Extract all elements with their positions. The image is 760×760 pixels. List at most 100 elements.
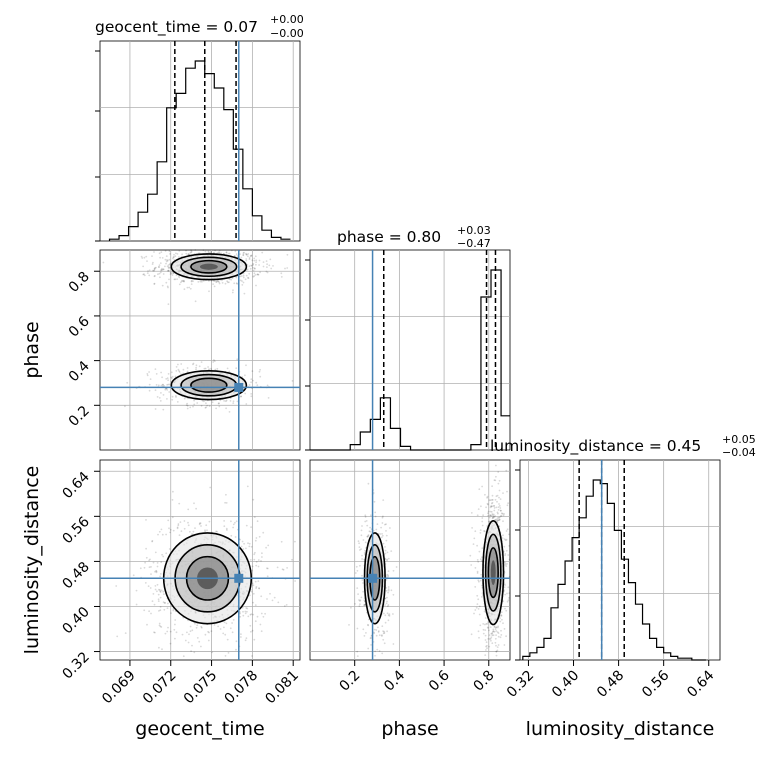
sample-point xyxy=(369,530,372,533)
sample-point xyxy=(174,637,176,640)
sample-point xyxy=(147,585,150,588)
sample-point xyxy=(169,262,172,265)
title-main: luminosity_distance = 0.45 xyxy=(490,437,701,456)
sample-point xyxy=(378,650,381,652)
sample-point xyxy=(502,534,504,537)
sample-point xyxy=(485,641,488,644)
sample-point xyxy=(245,364,247,367)
sample-point xyxy=(486,647,488,650)
sample-point xyxy=(255,259,258,262)
sample-point xyxy=(195,507,198,510)
sample-point xyxy=(386,596,388,599)
sample-point xyxy=(164,632,167,635)
sample-point xyxy=(503,513,505,515)
sample-point xyxy=(477,560,480,563)
sample-point xyxy=(228,411,231,413)
sample-point xyxy=(168,527,170,530)
sample-point xyxy=(178,276,181,279)
sample-point xyxy=(226,367,229,370)
sample-point xyxy=(377,630,380,632)
sample-point xyxy=(487,638,490,640)
sample-point xyxy=(489,514,492,517)
sample-point xyxy=(386,612,389,615)
sample-point xyxy=(182,655,185,658)
sample-point xyxy=(244,278,247,281)
sample-point xyxy=(378,634,381,637)
sample-point xyxy=(167,269,169,272)
sample-point xyxy=(392,593,395,596)
sample-point xyxy=(168,250,171,253)
sample-point xyxy=(487,514,489,517)
sample-point xyxy=(171,395,174,398)
sample-point xyxy=(232,289,234,292)
sample-point xyxy=(387,557,390,560)
sample-point xyxy=(480,573,483,576)
sample-point xyxy=(482,514,484,517)
sample-point xyxy=(499,507,502,509)
sample-point xyxy=(169,263,172,266)
sample-point xyxy=(251,629,254,632)
sample-point xyxy=(247,253,250,255)
sample-point xyxy=(193,651,196,654)
sample-point xyxy=(208,631,210,634)
sample-point xyxy=(166,265,169,268)
sample-point xyxy=(183,520,186,522)
sample-point xyxy=(227,652,230,654)
sample-point xyxy=(375,629,378,631)
sample-point xyxy=(173,253,175,256)
sample-point xyxy=(255,537,258,539)
sample-point xyxy=(147,270,149,272)
sample-point xyxy=(144,582,147,584)
sample-point xyxy=(162,273,165,275)
sample-point xyxy=(157,600,160,602)
sample-point xyxy=(189,625,192,628)
sample-point xyxy=(162,590,165,593)
sample-point xyxy=(235,520,238,523)
sample-point xyxy=(181,253,184,256)
xlabel-geocent-time: geocent_time xyxy=(135,718,264,740)
sample-point xyxy=(360,596,363,599)
sample-point xyxy=(169,528,172,531)
sample-point xyxy=(155,266,157,269)
sample-point xyxy=(151,540,154,542)
sample-point xyxy=(180,530,183,533)
sample-point xyxy=(102,261,105,264)
sample-point xyxy=(160,384,163,387)
sample-point xyxy=(498,519,501,521)
sample-point xyxy=(387,575,390,578)
sample-point xyxy=(235,282,238,284)
sample-point xyxy=(384,552,387,555)
sample-point xyxy=(492,505,495,507)
sample-point xyxy=(374,515,377,518)
sample-point xyxy=(245,253,248,256)
sample-point xyxy=(496,649,499,652)
sample-point xyxy=(256,384,259,387)
sample-point xyxy=(162,394,165,396)
sample-point xyxy=(235,367,238,370)
title-sup: +0.00 xyxy=(270,13,304,26)
sample-point xyxy=(168,258,171,261)
sample-point xyxy=(503,538,506,540)
sample-point xyxy=(255,381,258,384)
sample-point xyxy=(508,575,511,578)
sample-point xyxy=(226,638,229,641)
sample-point xyxy=(212,283,215,285)
sample-point xyxy=(385,534,388,537)
sample-point xyxy=(224,400,227,403)
sample-point xyxy=(370,637,373,639)
sample-point xyxy=(201,280,203,283)
sample-point xyxy=(484,493,486,496)
sample-point xyxy=(161,553,164,556)
sample-point xyxy=(495,644,497,647)
sample-point xyxy=(498,479,501,482)
ylabel-phase: phase xyxy=(21,321,43,378)
sample-point xyxy=(173,278,176,281)
sample-point xyxy=(174,255,177,258)
sample-point xyxy=(485,649,487,651)
sample-point xyxy=(153,631,155,634)
sample-point xyxy=(492,634,495,637)
title-luminosity-distance: luminosity_distance = 0.45 +0.05 −0.04 xyxy=(490,433,756,459)
sample-point xyxy=(500,614,503,617)
sample-point xyxy=(176,401,179,403)
sample-point xyxy=(151,269,154,272)
